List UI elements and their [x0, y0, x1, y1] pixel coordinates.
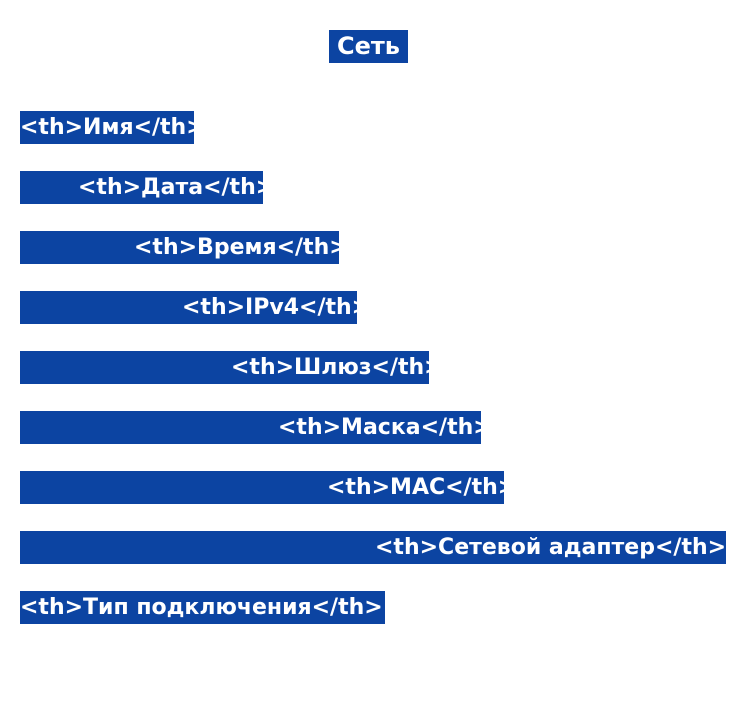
header-cell-mac: <th>MAC</th> — [20, 471, 504, 504]
header-cell-network-adapter: <th>Сетевой адаптер</th> — [20, 531, 726, 564]
header-cell-label: <th>Время</th> — [134, 235, 339, 260]
header-cell-ipv4: <th>IPv4</th> — [20, 291, 357, 324]
header-cell-label: <th>IPv4</th> — [182, 295, 357, 320]
header-cell-connection-type: <th>Тип подключения</th> — [20, 591, 385, 624]
header-cell-label: <th>Дата</th> — [78, 175, 263, 200]
header-cell-time: <th>Время</th> — [20, 231, 339, 264]
header-cell-label: <th>Маска</th> — [278, 415, 481, 440]
header-cell-date: <th>Дата</th> — [20, 171, 263, 204]
header-cell-name: <th>Имя</th> — [20, 111, 194, 144]
header-cell-label: <th>Тип подключения</th> — [20, 595, 383, 620]
header-cell-label: <th>Шлюз</th> — [231, 355, 429, 380]
header-cell-label: <th>MAC</th> — [327, 475, 504, 500]
page-title: Сеть — [329, 30, 408, 63]
header-cell-label: <th>Сетевой адаптер</th> — [375, 535, 726, 560]
header-cell-label: <th>Имя</th> — [20, 115, 194, 140]
header-cell-gateway: <th>Шлюз</th> — [20, 351, 429, 384]
header-cell-mask: <th>Маска</th> — [20, 411, 481, 444]
